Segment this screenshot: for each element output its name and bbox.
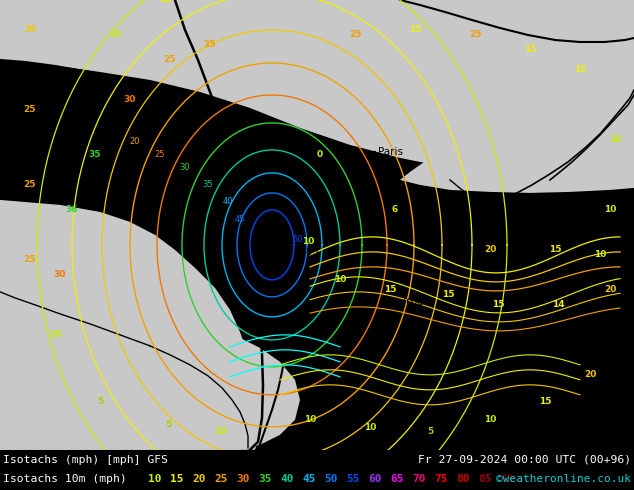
Text: 10: 10: [484, 416, 496, 424]
Text: 5: 5: [427, 427, 433, 436]
Text: 25: 25: [23, 255, 36, 265]
Text: 70: 70: [412, 474, 425, 484]
Text: Fr 27-09-2024 00:00 UTC (00+96): Fr 27-09-2024 00:00 UTC (00+96): [418, 455, 631, 465]
Text: 90: 90: [500, 474, 514, 484]
Text: 5: 5: [97, 397, 103, 406]
Text: 25: 25: [155, 150, 165, 159]
Text: 35: 35: [89, 150, 101, 159]
Text: 10: 10: [148, 474, 162, 484]
Text: 15: 15: [574, 66, 586, 74]
Text: 75: 75: [434, 474, 448, 484]
Text: 25: 25: [469, 30, 481, 40]
Text: Dourbes: Dourbes: [385, 297, 429, 307]
Text: 30: 30: [124, 96, 136, 104]
Text: 10: 10: [604, 205, 616, 215]
Text: 40: 40: [280, 474, 294, 484]
Text: 1005: 1005: [295, 247, 320, 257]
Text: 15: 15: [492, 300, 504, 309]
Text: 55: 55: [346, 474, 359, 484]
Text: 50: 50: [324, 474, 337, 484]
Text: 5: 5: [165, 420, 171, 429]
Text: 40: 40: [223, 197, 233, 206]
Text: 30: 30: [179, 164, 190, 172]
Text: 10: 10: [214, 427, 226, 436]
Text: 30: 30: [54, 270, 66, 279]
Text: 25: 25: [204, 41, 216, 49]
Text: Paris: Paris: [378, 147, 403, 157]
Text: 10: 10: [334, 275, 346, 284]
Text: 15: 15: [539, 397, 551, 406]
Text: 35: 35: [203, 180, 213, 190]
Text: 15: 15: [384, 285, 396, 294]
Text: 50: 50: [293, 235, 303, 245]
Text: ©weatheronline.co.uk: ©weatheronline.co.uk: [496, 474, 631, 484]
Text: 25: 25: [23, 180, 36, 190]
Text: 10: 10: [302, 237, 314, 246]
Text: 10: 10: [304, 416, 316, 424]
Text: 25: 25: [164, 55, 176, 65]
Text: Isotachs (mph) [mph] GFS: Isotachs (mph) [mph] GFS: [3, 455, 168, 465]
Text: 0: 0: [317, 150, 323, 159]
Text: 25: 25: [349, 30, 361, 40]
Text: 20: 20: [130, 137, 140, 147]
Text: 35: 35: [258, 474, 271, 484]
Text: 10: 10: [594, 250, 606, 259]
Text: 14: 14: [552, 300, 564, 309]
Text: 10: 10: [364, 423, 376, 432]
Text: 15: 15: [409, 25, 421, 34]
Text: 60: 60: [368, 474, 382, 484]
Text: Isotachs 10m (mph): Isotachs 10m (mph): [3, 474, 127, 484]
Text: 45: 45: [235, 216, 245, 224]
Text: 10: 10: [109, 30, 121, 40]
Text: 65: 65: [390, 474, 403, 484]
Text: 20: 20: [192, 474, 205, 484]
Text: 15: 15: [158, 0, 171, 4]
Text: 80: 80: [456, 474, 470, 484]
Text: 20: 20: [584, 370, 596, 379]
Text: 85: 85: [478, 474, 491, 484]
Text: 30: 30: [236, 474, 250, 484]
Text: 36: 36: [66, 205, 78, 215]
Text: 25: 25: [214, 474, 228, 484]
Text: 20: 20: [604, 285, 616, 294]
Text: 15: 15: [524, 46, 536, 54]
Text: 6: 6: [392, 205, 398, 215]
Text: 45: 45: [302, 474, 316, 484]
Text: 15: 15: [170, 474, 183, 484]
Text: 20: 20: [24, 25, 36, 34]
Text: 20: 20: [484, 245, 496, 254]
Text: 15: 15: [442, 291, 454, 299]
Text: 25: 25: [23, 105, 36, 115]
Text: 10: 10: [609, 135, 621, 145]
Text: 10: 10: [49, 330, 61, 340]
Text: 15: 15: [549, 245, 561, 254]
